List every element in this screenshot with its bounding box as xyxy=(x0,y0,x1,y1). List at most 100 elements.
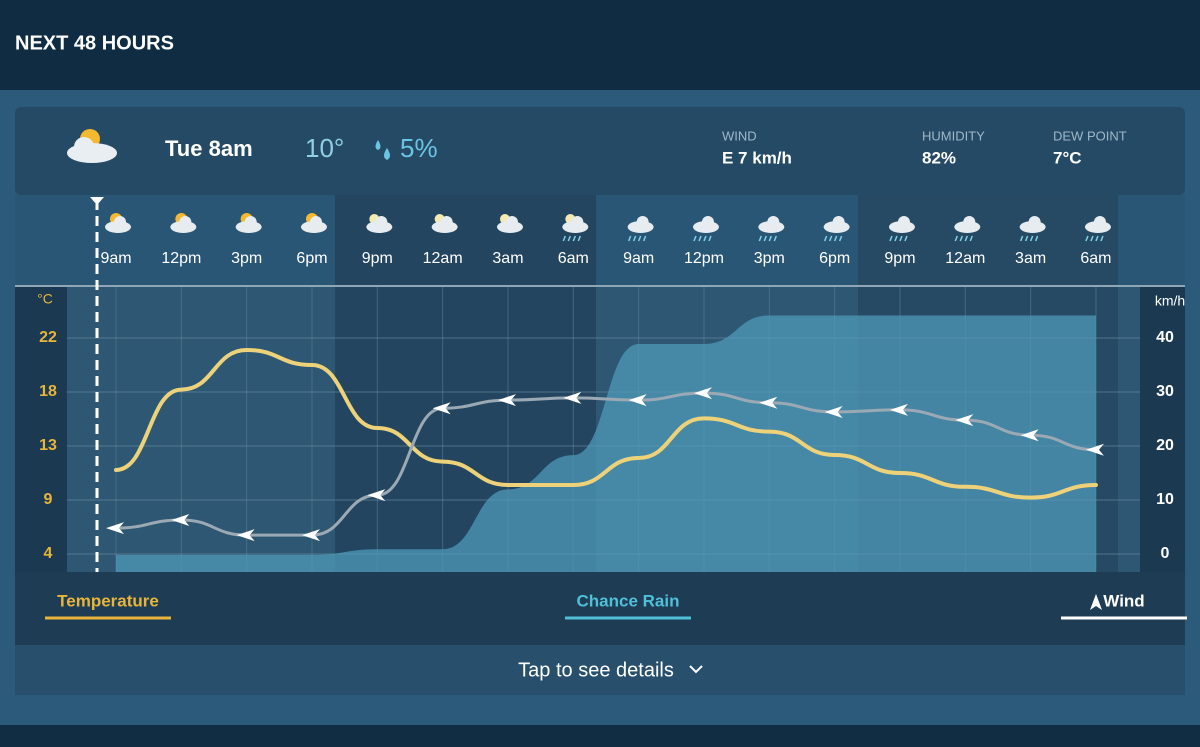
cloud xyxy=(571,216,584,228)
temperature-line xyxy=(114,347,1098,500)
legend-label: Wind xyxy=(1103,591,1144,610)
y-axis-label: °C xyxy=(37,291,53,307)
cloud xyxy=(701,216,714,228)
wind-arrow xyxy=(563,391,582,404)
cloud xyxy=(636,216,649,228)
x-tick-label: 12pm xyxy=(161,250,201,267)
wind-arrow xyxy=(889,403,908,416)
dew-point-value: 7°C xyxy=(1053,148,1082,167)
weather-icon xyxy=(627,216,654,242)
wind-arrow xyxy=(1085,443,1104,456)
weather-icon xyxy=(823,216,850,242)
cloud xyxy=(1028,216,1041,228)
wind-arrow xyxy=(824,405,843,418)
right-axis-bg xyxy=(1140,287,1185,572)
wind-arrow xyxy=(1020,429,1039,442)
cloud xyxy=(244,216,257,228)
wind-value: E 7 km/h xyxy=(722,148,792,167)
left-axis-bg xyxy=(15,287,67,572)
rain-drops xyxy=(627,235,647,242)
x-tick-label: 3pm xyxy=(754,250,785,267)
y2-tick-label: 30 xyxy=(1156,383,1174,400)
x-tick-label: 9am xyxy=(100,250,131,267)
current-icon xyxy=(67,129,117,163)
wind-arrow xyxy=(759,396,778,409)
rain-drops xyxy=(954,235,973,242)
weather-icon xyxy=(758,216,785,242)
rain-drops xyxy=(562,235,582,242)
x-tick-label: 12pm xyxy=(684,250,724,267)
y2-tick-label: 40 xyxy=(1156,329,1174,346)
y-tick-label: 9 xyxy=(44,491,53,508)
weather-icon xyxy=(366,214,393,233)
cloud xyxy=(767,216,780,228)
plot: 9am 12pm 3pm 6pm 9pm 12am 3am 6am 9am 12pm 3pm 6pm 9… xyxy=(37,213,1185,572)
y-tick-label: 4 xyxy=(44,545,53,562)
rain-icon xyxy=(375,140,390,160)
weather-icon xyxy=(888,216,915,242)
rain-drops xyxy=(693,235,712,242)
current-temp: 10° xyxy=(305,133,344,163)
rain-drops xyxy=(1019,235,1039,242)
current-rain: 5% xyxy=(400,133,438,163)
cloud xyxy=(963,216,976,228)
wind-arrow xyxy=(236,529,255,542)
y2-tick-label: 10 xyxy=(1156,491,1174,508)
now-marker xyxy=(90,197,104,205)
dew-point-label: DEW POINT xyxy=(1053,128,1127,143)
cloud xyxy=(114,216,126,228)
cloud xyxy=(897,216,910,228)
chevron[interactable] xyxy=(689,665,703,674)
header-title: NEXT 48 HOURS xyxy=(15,32,174,54)
wind-label: WIND xyxy=(722,128,757,143)
weather-icon xyxy=(496,214,523,233)
x-tick-label: 12am xyxy=(423,250,463,267)
humidity-value: 82% xyxy=(922,148,956,167)
current-time: Tue 8am xyxy=(165,136,253,161)
legend: Temperature Chance Rain Wind xyxy=(45,591,1187,620)
rain-drops xyxy=(889,235,908,242)
weather-icon xyxy=(105,213,131,233)
weather-icon xyxy=(1019,216,1046,242)
weather-icon xyxy=(235,213,262,233)
weather-icon xyxy=(954,216,981,242)
y2-tick-label: 20 xyxy=(1156,437,1174,454)
rain-drops xyxy=(823,235,843,242)
weather-icon xyxy=(692,216,719,242)
cloud xyxy=(309,216,322,228)
wind-arrow xyxy=(171,513,190,526)
x-tick-label: 9pm xyxy=(884,250,915,267)
x-tick-label: 3pm xyxy=(231,250,262,267)
rain-drops xyxy=(1085,235,1104,242)
wind-arrow xyxy=(432,402,451,415)
wind-arrow xyxy=(955,414,974,427)
x-tick-label: 6am xyxy=(1080,250,1111,267)
weather-icon xyxy=(562,214,589,242)
x-tick-label: 6pm xyxy=(296,250,327,267)
wind-arrow xyxy=(106,522,124,535)
y2-tick-label: 0 xyxy=(1161,545,1170,562)
wind-arrow xyxy=(497,394,516,407)
legend-bg xyxy=(15,572,1185,645)
x-tick-label: 6am xyxy=(558,250,589,267)
weather-icon xyxy=(431,214,458,233)
wind-arrow xyxy=(628,394,647,407)
weather-icon xyxy=(1084,216,1111,242)
bottom-bar xyxy=(0,725,1200,742)
footer-bar[interactable] xyxy=(15,645,1185,695)
legend-label: Temperature xyxy=(57,591,159,610)
footer-text[interactable]: Tap to see details xyxy=(518,659,674,681)
cloud xyxy=(1093,216,1106,228)
y2-axis-label: km/h xyxy=(1155,293,1185,309)
legend-label: Chance Rain xyxy=(577,591,680,610)
wind-arrow xyxy=(367,489,386,502)
cloud xyxy=(179,216,192,228)
y-tick-label: 22 xyxy=(39,329,57,346)
humidity-label: HUMIDITY xyxy=(922,128,985,143)
weather-icon xyxy=(170,213,197,233)
cloud xyxy=(832,216,845,228)
y-tick-label: 13 xyxy=(39,437,57,454)
x-tick-label: 12am xyxy=(945,250,985,267)
